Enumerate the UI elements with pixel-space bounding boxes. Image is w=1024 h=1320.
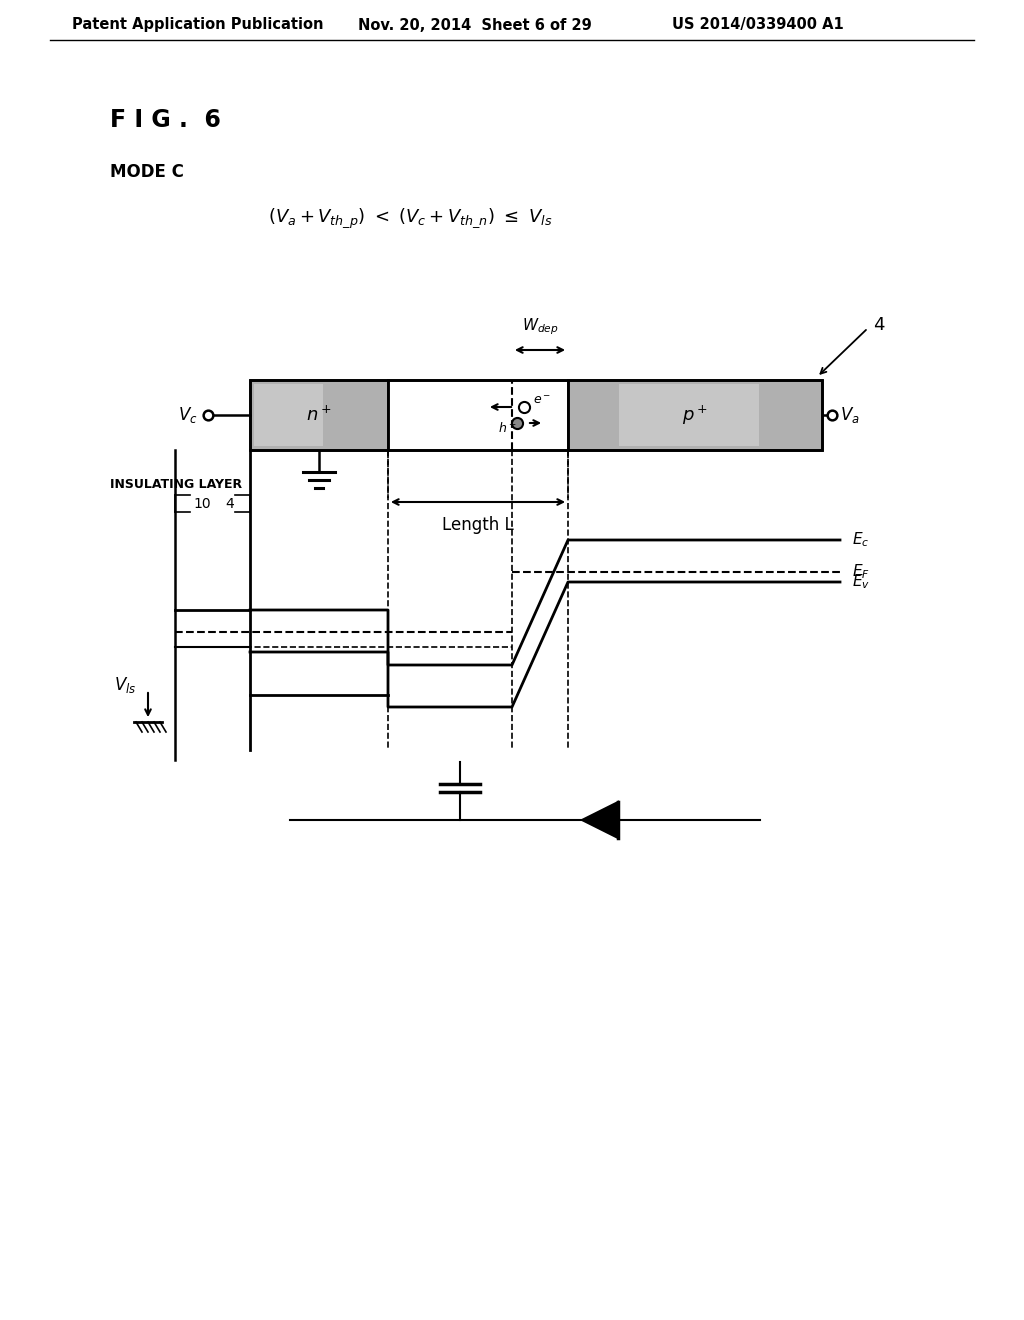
Text: 10: 10 <box>193 496 211 511</box>
Text: 4: 4 <box>225 496 233 511</box>
Text: US 2014/0339400 A1: US 2014/0339400 A1 <box>672 17 844 33</box>
Text: $W_{dep}$: $W_{dep}$ <box>521 317 558 337</box>
Text: $n^+$: $n^+$ <box>306 405 332 425</box>
Text: $p^+$: $p^+$ <box>682 404 708 426</box>
Bar <box>254 384 323 446</box>
Text: $E_v$: $E_v$ <box>852 573 870 591</box>
Polygon shape <box>582 803 618 838</box>
Bar <box>250 380 822 450</box>
Text: Length L: Length L <box>442 516 514 535</box>
Text: $V_a$: $V_a$ <box>840 405 860 425</box>
Text: MODE C: MODE C <box>110 162 184 181</box>
Text: $E_c$: $E_c$ <box>852 531 869 549</box>
Text: $V_{ls}$: $V_{ls}$ <box>114 675 136 696</box>
Text: Patent Application Publication: Patent Application Publication <box>72 17 324 33</box>
Text: F I G .  6: F I G . 6 <box>110 108 221 132</box>
Text: 4: 4 <box>873 315 885 334</box>
Text: INSULATING LAYER: INSULATING LAYER <box>110 479 242 491</box>
Text: $(V_a + V_{th\_p})\ <\ (V_c + V_{th\_n})\ \leq\ V_{ls}$: $(V_a + V_{th\_p})\ <\ (V_c + V_{th\_n})… <box>268 206 552 230</box>
Text: Nov. 20, 2014  Sheet 6 of 29: Nov. 20, 2014 Sheet 6 of 29 <box>358 17 592 33</box>
Bar <box>568 380 822 450</box>
Text: $e^-$: $e^-$ <box>534 395 551 408</box>
Text: $h^+$: $h^+$ <box>498 421 517 437</box>
Bar <box>618 384 759 446</box>
Text: $E_F$: $E_F$ <box>852 562 869 581</box>
Bar <box>388 380 568 450</box>
Bar <box>250 380 388 450</box>
Text: $V_c$: $V_c$ <box>178 405 198 425</box>
